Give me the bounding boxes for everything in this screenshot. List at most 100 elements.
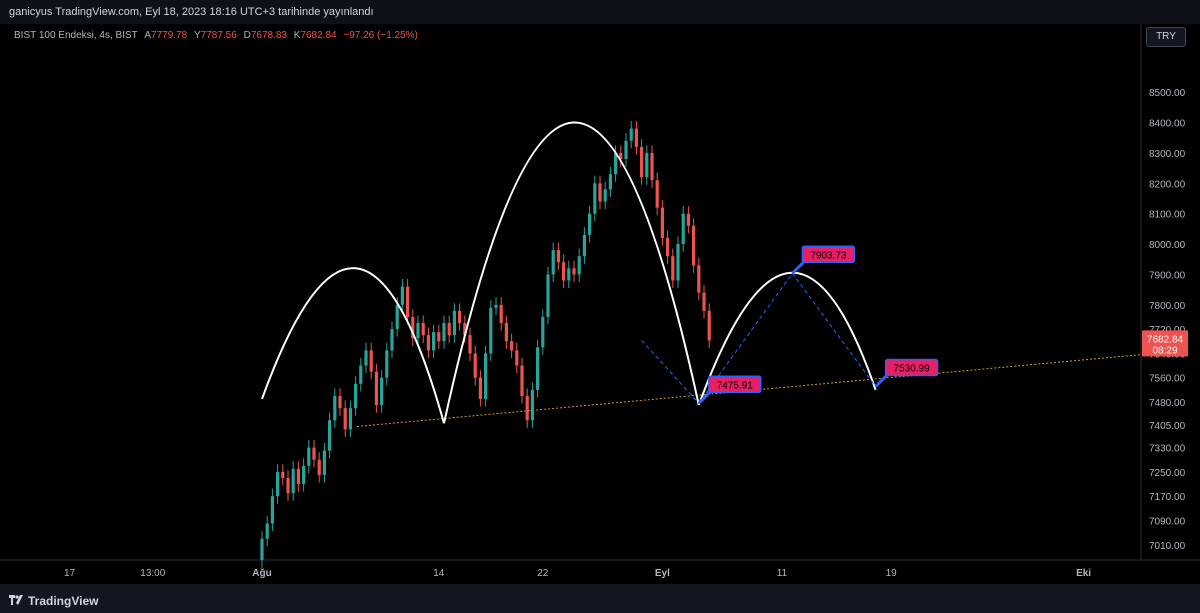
time-tick-label: 19 [886, 568, 898, 579]
candle-body [536, 347, 540, 390]
pattern-curve [697, 271, 877, 406]
price-labels: 7475.91 7903.73 7530.99 [697, 245, 939, 405]
candle-body [338, 395, 342, 409]
candle-body [515, 350, 519, 366]
candle-body [400, 286, 404, 305]
candle-body [645, 152, 649, 178]
price-label-text: 7475.91 [717, 380, 754, 391]
candle-body [265, 523, 269, 539]
candle-body [458, 310, 462, 324]
candle-body [416, 323, 420, 339]
candle-body [489, 307, 493, 354]
time-tick-label: 22 [537, 568, 549, 579]
high-label: Y [193, 30, 201, 41]
price-label-text: 7903.73 [810, 250, 847, 261]
price-tick-label: 7405.00 [1149, 421, 1186, 432]
open-value: 7779.78 [151, 30, 188, 41]
time-tick-label: 17 [64, 568, 76, 579]
time-tick-label: Ağu [252, 568, 271, 579]
candle-body [437, 332, 441, 342]
projection-line [641, 272, 877, 405]
price-tick-label: 8000.00 [1149, 240, 1186, 251]
candle-body [676, 244, 680, 281]
candle-body [473, 353, 477, 378]
price-label-box [801, 245, 856, 264]
price-label-pointer [791, 260, 806, 275]
price-tick-label: 7560.00 [1149, 374, 1186, 385]
candle-body [276, 471, 280, 497]
candle-body [629, 128, 633, 141]
price-label-box [708, 375, 762, 394]
candle-body [499, 304, 503, 324]
candle-body [556, 250, 560, 263]
candle-body [369, 350, 373, 372]
candle-body [260, 538, 264, 560]
candle-body [650, 152, 654, 181]
last-price-box [1142, 330, 1188, 357]
low-label: D [243, 30, 251, 41]
price-chart[interactable]: 7010.00 7090.00 7170.00 7250.00 7330.00 7405.… [0, 24, 1200, 588]
candle-body [421, 323, 425, 336]
candle-body [546, 274, 550, 317]
tradingview-logo-icon [9, 595, 23, 605]
candle-body [697, 265, 701, 293]
candle-body [702, 292, 706, 311]
candle-body [468, 335, 472, 354]
candle-body [562, 262, 566, 281]
candle-body [619, 152, 623, 159]
candle-body [328, 420, 332, 451]
last-price-value: 7682.84 [1147, 334, 1184, 345]
candle-body [510, 341, 514, 351]
candle-body [359, 365, 363, 384]
price-label-box [884, 358, 939, 377]
candle-body [567, 268, 571, 281]
price-tick-label: 8300.00 [1149, 149, 1186, 160]
price-tick-label: 7090.00 [1149, 517, 1186, 528]
candle-body [494, 304, 498, 308]
top-bar: ganicyus TradingView.com, Eyl 18, 2023 1… [0, 0, 1200, 24]
candle-body [686, 213, 690, 226]
candle-body [291, 468, 295, 494]
candle-body [572, 268, 576, 275]
time-tick-label: 11 [777, 568, 788, 579]
candle-body [603, 189, 607, 202]
price-label-text: 7530.99 [894, 364, 931, 375]
candle-body [348, 408, 352, 430]
price-tick-label: 7800.00 [1149, 301, 1186, 312]
price-tick-label: 8200.00 [1149, 179, 1186, 190]
candle-body [577, 256, 581, 275]
pattern-curve [261, 267, 445, 424]
candle-body [707, 310, 711, 341]
candle-body [634, 128, 638, 147]
candle-body [582, 234, 586, 257]
candle-body [588, 213, 592, 235]
candle-body [598, 183, 602, 202]
price-tick-label: 8100.00 [1149, 210, 1186, 221]
time-tick-label: 14 [433, 568, 445, 579]
currency-button[interactable]: TRY [1146, 27, 1186, 47]
candle-body [317, 459, 321, 475]
candle-body [681, 213, 685, 245]
candle-body [463, 323, 467, 336]
candle-body [551, 250, 555, 275]
candle-body [525, 395, 529, 421]
candle-body [390, 329, 394, 351]
candle-body [666, 237, 670, 257]
candle-body [504, 323, 508, 342]
chart-legend: BIST 100 Endeksi, 4s, BIST A7779.78 Y778… [14, 30, 418, 41]
change-value: −97.26 (−1.25%) [343, 30, 418, 41]
price-tick-label: 8500.00 [1149, 88, 1186, 99]
candle-body [286, 477, 290, 494]
chart-frame[interactable] [0, 24, 1200, 584]
candle-body [593, 183, 597, 214]
candle-body [364, 350, 368, 366]
candle-body [432, 332, 436, 351]
time-tick-label: Eyl [655, 568, 670, 579]
time-axis: Tem1713:00Ağu1422Eyl1119Eki1624Kas [64, 568, 1091, 579]
footer: TradingView [0, 588, 1200, 613]
candle-body [484, 353, 488, 399]
high-value: 7787.56 [200, 30, 237, 41]
candle-body [281, 471, 285, 478]
price-tick-label: 7480.00 [1149, 398, 1186, 409]
candle-body [374, 371, 378, 406]
